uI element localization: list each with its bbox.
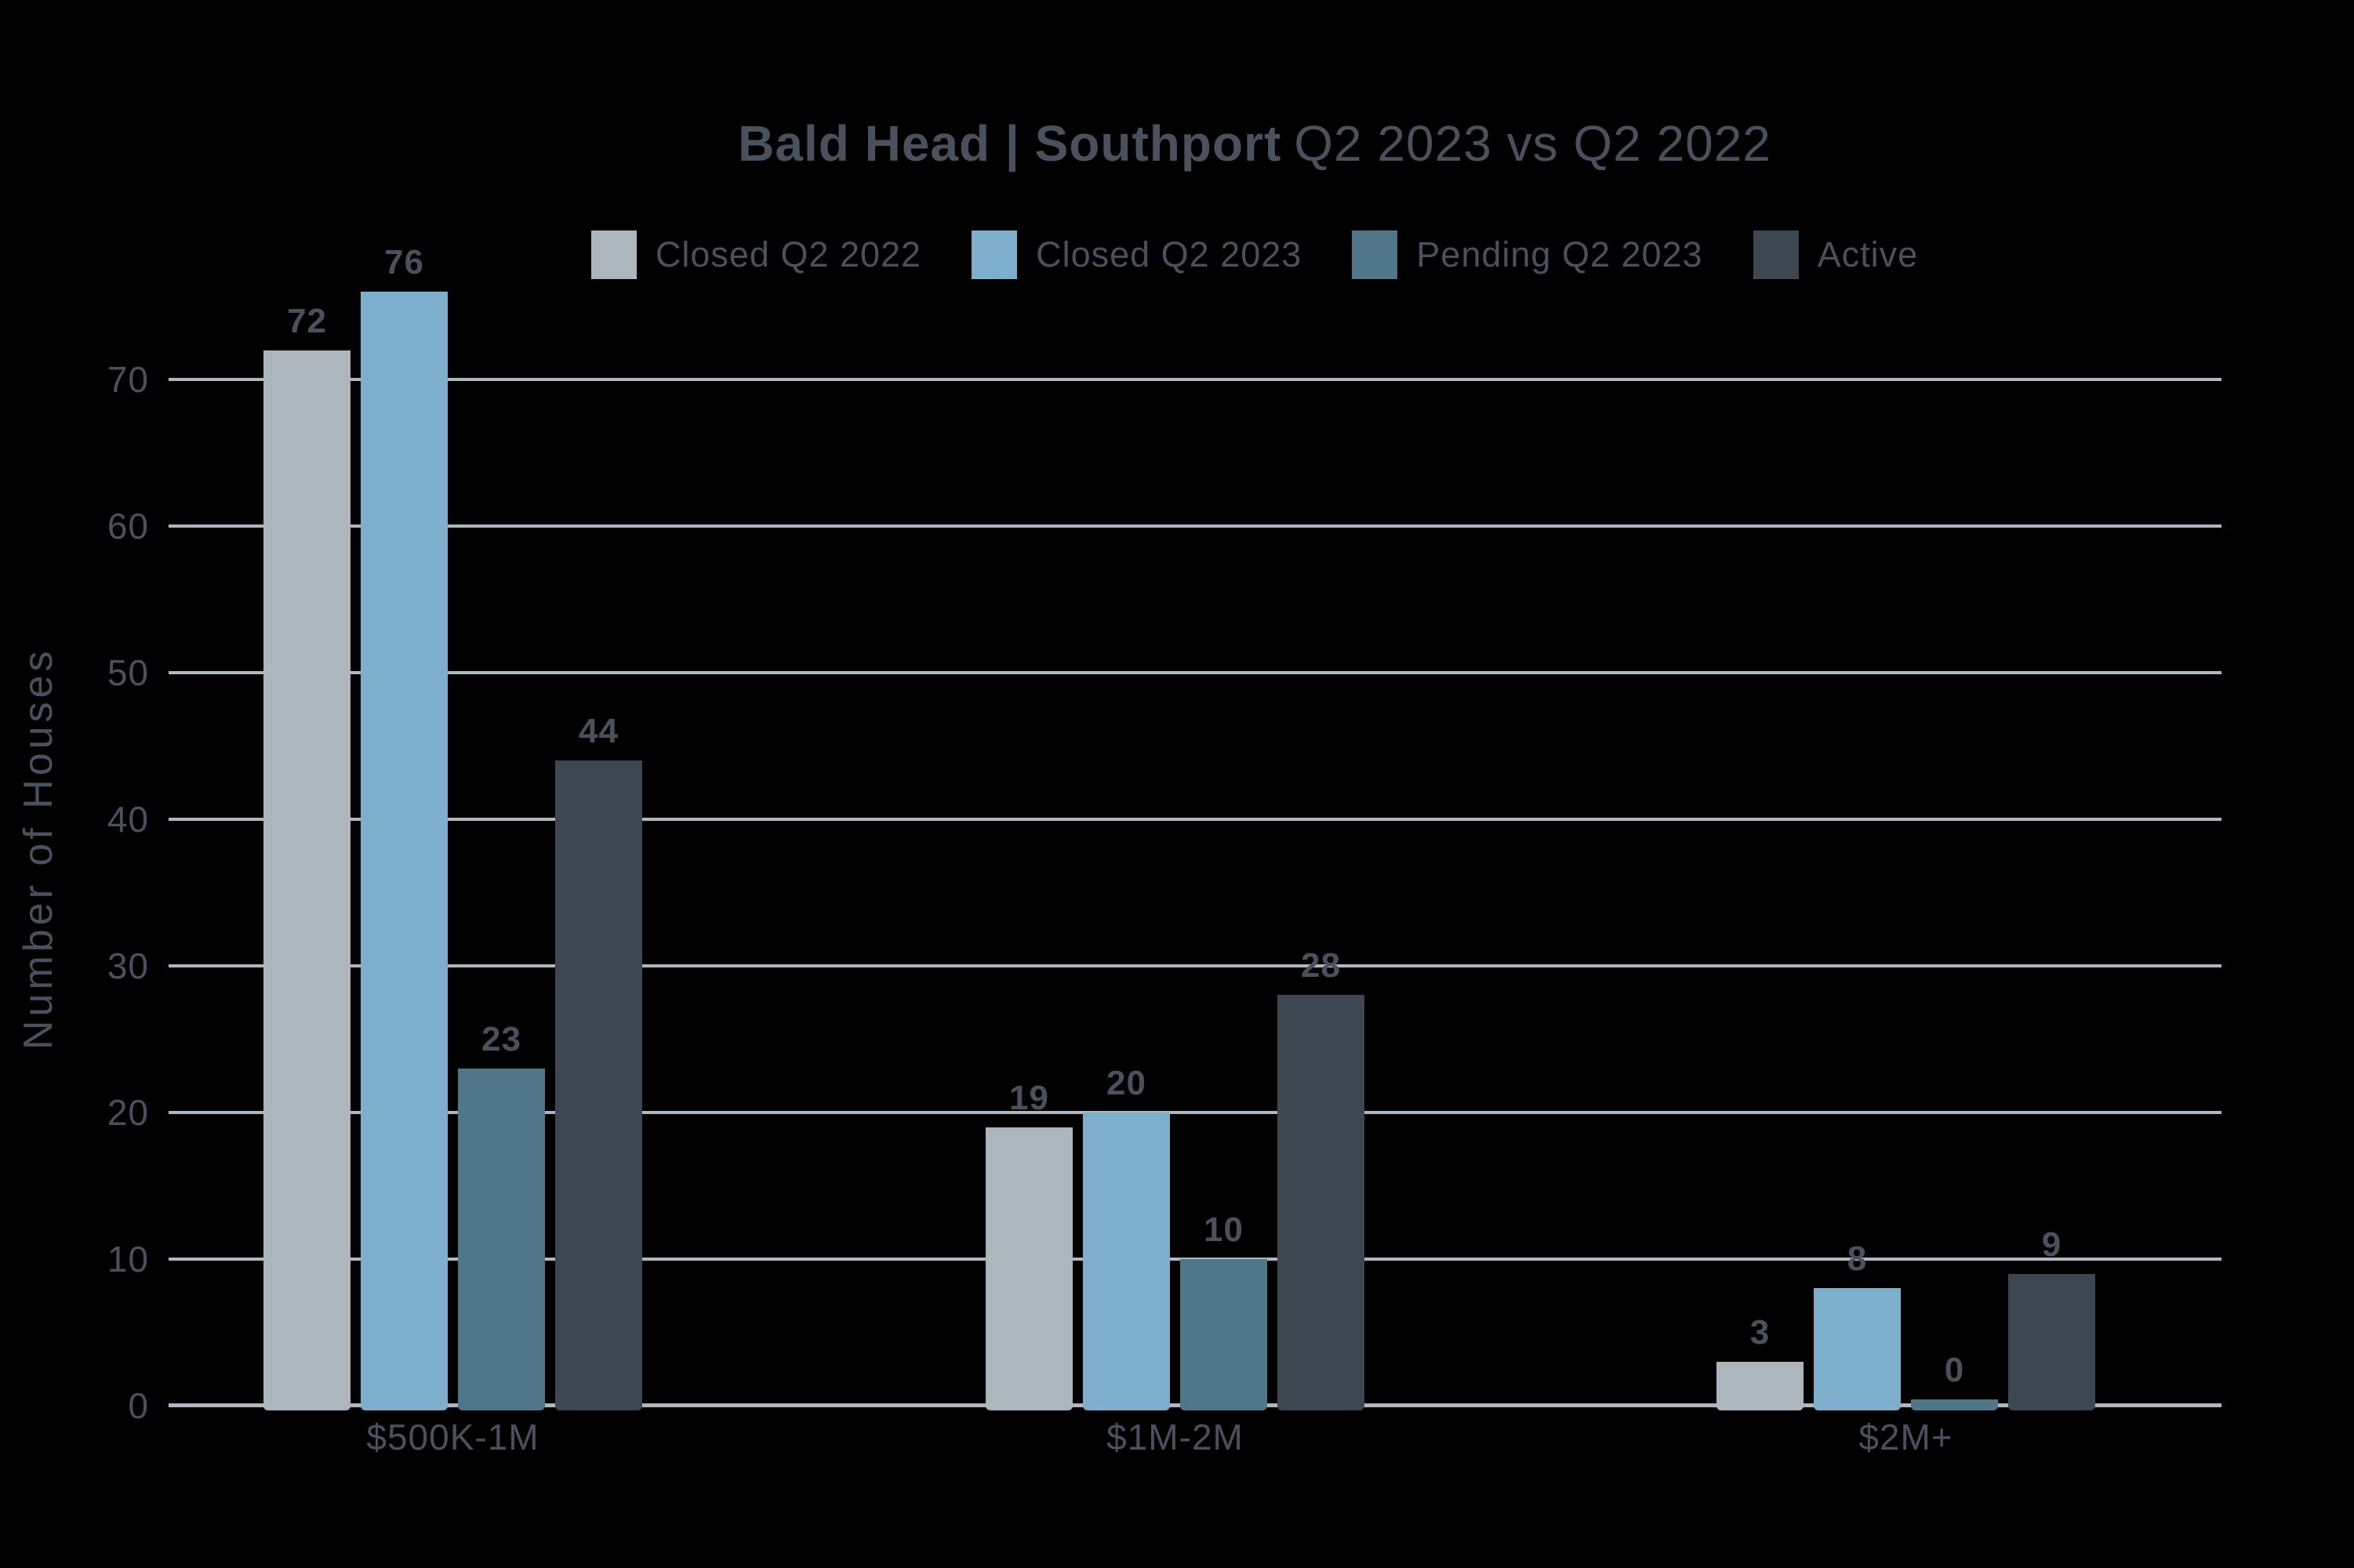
chart-title-regular: Q2 2023 vs Q2 2022 [1294,115,1771,172]
legend-item-1[interactable]: Closed Q2 2023 [972,230,1302,279]
bar-cell: 3 [1716,1313,1804,1410]
y-axis-title: Number of Houses [16,647,61,1051]
bar-value-label: 3 [1749,1313,1771,1352]
bar-value-label: 28 [1301,946,1341,985]
bar [458,1069,545,1410]
x-tick-label: $500K-1M [366,1417,539,1457]
bar-value-label: 8 [1847,1240,1868,1278]
bar-cell: 10 [1180,1210,1267,1410]
gridline [169,378,2221,382]
chart-title-bold: Bald Head | Southport [738,115,1282,172]
legend-item-3[interactable]: Active [1753,230,1919,279]
gridline [169,818,2221,822]
legend-item-0[interactable]: Closed Q2 2022 [590,230,922,279]
plot-area: 72 76 23 44 19 20 10 28 3 8 0 9 [169,243,2221,1410]
bar-value-label: 20 [1106,1064,1146,1102]
legend-swatch [590,230,637,279]
gridline [169,964,2221,968]
bar [361,292,448,1410]
bar-cell: 9 [2008,1225,2095,1410]
bar-value-label: 10 [1204,1210,1244,1249]
bar [1277,995,1364,1410]
bar [1083,1112,1170,1410]
bar [1716,1362,1804,1410]
legend-label: Active [1817,234,1919,274]
gridline [169,671,2221,675]
legend-label: Closed Q2 2023 [1036,234,1302,274]
bar-cell: 28 [1277,946,1364,1410]
chart-title: Bald Head | Southport Q2 2023 vs Q2 2022 [169,114,2341,172]
legend: Closed Q2 2022 Closed Q2 2023 Pending Q2 2… [169,230,2341,279]
bar-cell: 76 [361,243,448,1410]
bar [2008,1274,2095,1410]
gridline [169,1111,2221,1115]
bar-cell: 20 [1083,1064,1170,1410]
bar-cell: 72 [263,302,351,1410]
bar-cell: 0 [1911,1351,1998,1410]
legend-label: Pending Q2 2023 [1416,234,1703,274]
bar-cell: 44 [555,712,642,1410]
bar-group: 72 76 23 44 [263,243,642,1410]
bar-value-label: 23 [481,1020,521,1058]
bar [263,350,351,1410]
bar-value-label: 76 [384,243,424,281]
bar-group: 19 20 10 28 [986,946,1364,1410]
legend-swatch [1352,230,1398,279]
bar-cell: 8 [1814,1240,1901,1410]
gridline [169,524,2221,528]
bar-value-label: 19 [1009,1079,1049,1117]
bar [1911,1399,1998,1410]
bar-value-label: 44 [579,712,619,750]
bar [1180,1259,1267,1410]
x-tick-label: $2M+ [1858,1417,1953,1457]
legend-item-2[interactable]: Pending Q2 2023 [1352,230,1702,279]
bar-value-label: 0 [1944,1351,1965,1389]
bar [1814,1288,1901,1410]
bar-value-label: 9 [2041,1225,2062,1264]
x-tick-label: $1M-2M [1106,1417,1244,1457]
bar-cell: 19 [986,1079,1073,1410]
bar-group: 3 8 0 9 [1716,1225,2095,1410]
legend-swatch [972,230,1018,279]
legend-swatch [1753,230,1799,279]
bar-cell: 23 [458,1020,545,1410]
legend-label: Closed Q2 2022 [655,234,922,274]
bar [986,1127,1073,1410]
bar-value-label: 72 [287,302,327,340]
bar [555,760,642,1410]
